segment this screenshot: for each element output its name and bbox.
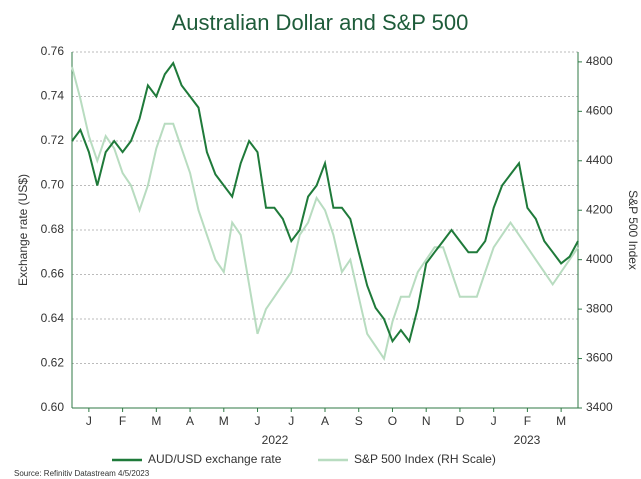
- x-tick-label: J: [255, 414, 261, 428]
- y2-tick-label: 4600: [586, 104, 613, 118]
- x-tick-label: S: [355, 414, 363, 428]
- x-tick-label: J: [491, 414, 497, 428]
- y2-tick-label: 4400: [586, 153, 613, 167]
- x-tick-label: N: [422, 414, 431, 428]
- x-tick-label: F: [119, 414, 126, 428]
- y2-tick-label: 4200: [586, 202, 613, 216]
- x-tick-label: F: [524, 414, 531, 428]
- legend-label: S&P 500 Index (RH Scale): [354, 452, 496, 466]
- x-tick-label: A: [321, 414, 329, 428]
- y2-tick-label: 3400: [586, 400, 613, 414]
- y-tick-label: 0.66: [41, 267, 65, 281]
- y2-tick-label: 3600: [586, 351, 613, 365]
- y2-axis-label: S&P 500 Index: [626, 190, 640, 270]
- x-tick-label: M: [556, 414, 566, 428]
- y2-tick-label: 4800: [586, 54, 613, 68]
- x-tick-label: J: [288, 414, 294, 428]
- y2-tick-label: 3800: [586, 301, 613, 315]
- y-tick-label: 0.60: [41, 400, 65, 414]
- y2-tick-label: 4000: [586, 252, 613, 266]
- y-axis-label: Exchange rate (US$): [16, 174, 30, 286]
- y-tick-label: 0.62: [41, 356, 65, 370]
- chart-title: Australian Dollar and S&P 500: [172, 10, 469, 35]
- source: Source: Refinitiv Datastream 4/5/2023: [14, 469, 150, 478]
- y-tick-label: 0.76: [41, 44, 65, 58]
- x-tick-label: A: [186, 414, 194, 428]
- series-line: [71, 66, 579, 362]
- year-label: 2023: [514, 433, 541, 447]
- x-tick-label: D: [456, 414, 465, 428]
- year-label: 2022: [262, 433, 289, 447]
- y-tick-label: 0.64: [41, 311, 65, 325]
- y-tick-label: 0.68: [41, 222, 65, 236]
- y-tick-label: 0.70: [41, 178, 65, 192]
- y-tick-label: 0.74: [41, 89, 65, 103]
- x-tick-label: O: [388, 414, 397, 428]
- y-tick-label: 0.72: [41, 133, 65, 147]
- x-tick-label: J: [86, 414, 92, 428]
- series-line: [71, 61, 579, 344]
- x-tick-label: M: [151, 414, 161, 428]
- legend-label: AUD/USD exchange rate: [148, 452, 282, 466]
- x-tick-label: M: [219, 414, 229, 428]
